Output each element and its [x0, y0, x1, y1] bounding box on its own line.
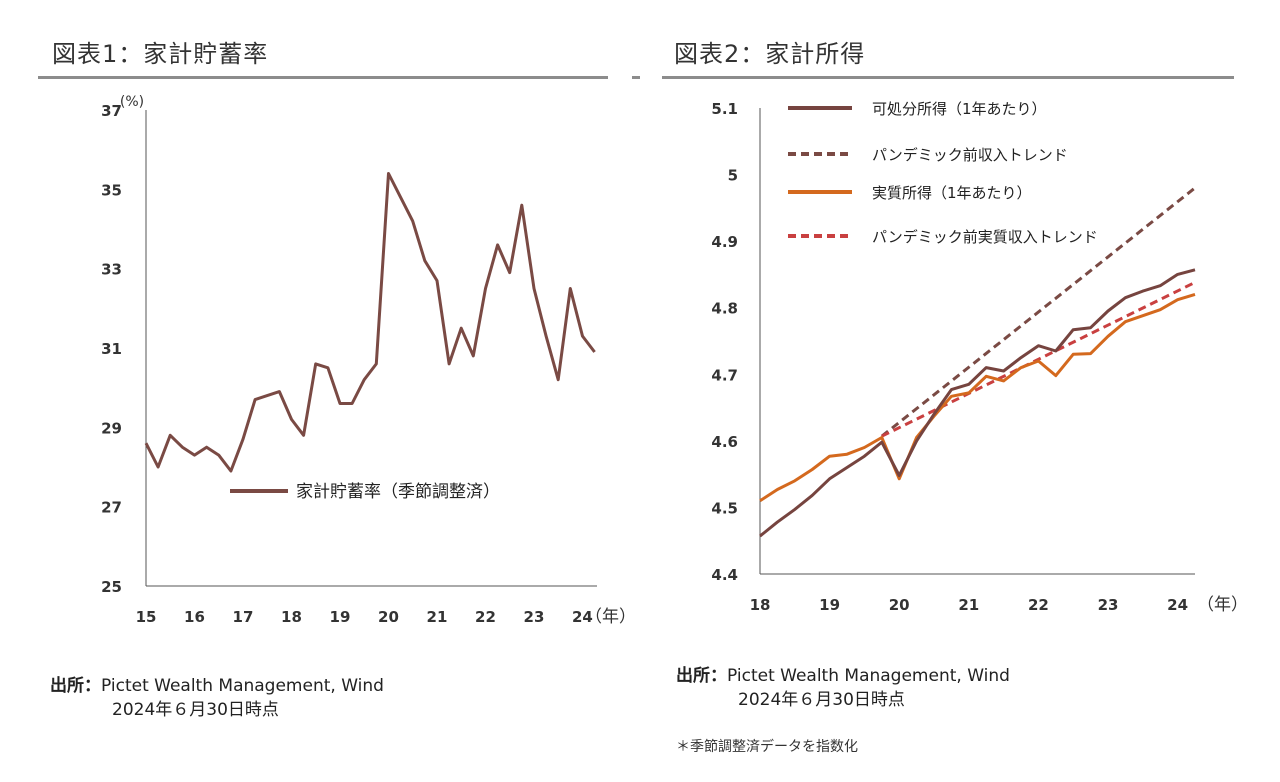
left-x-tick-label: 24 [572, 608, 593, 626]
left-y-tick-label: 35 [101, 181, 122, 199]
left-series [144, 172, 596, 473]
savings-rate-chart: 25 27 29 31 33 35 37(%) 15 16 17 18 19 20 21 22 23 24（年）… [101, 94, 636, 627]
right-source: 出所：Pictet Wealth Management, Wind 2024年６… [676, 664, 1010, 712]
left-title-rule [38, 76, 608, 79]
legend-savings-label: 家計貯蓄率（季節調整済） [296, 482, 500, 502]
right-series [759, 186, 1196, 538]
right-x-tick-label: 18 [750, 596, 771, 614]
legend-real-label: 実質所得（1年あたり） [872, 184, 1032, 202]
right-chart-title: 図表2：家計所得 [674, 40, 866, 68]
right-axes: 4.4 4.5 4.6 4.7 4.8 4.9 5 5.1 18 19 20 21 22 23 24 （年） [711, 100, 1248, 615]
right-y-tick-label: 5 [728, 167, 738, 185]
left-x-tick-label: 17 [233, 608, 254, 626]
left-axes: 25 27 29 31 33 35 37(%) 15 16 17 18 19 20 21 22 23 24（年） [101, 94, 636, 627]
left-y-tick-label: 27 [101, 499, 122, 517]
left-x-tick-label: 21 [427, 608, 448, 626]
right-y-tick-label: 4.8 [711, 300, 738, 318]
left-y-tick-label: 33 [101, 261, 122, 279]
right-y-tick-label: 4.6 [711, 433, 738, 451]
savings-rate-line [144, 172, 596, 473]
right-y-tick-label: 4.4 [711, 566, 738, 584]
left-legend: 家計貯蓄率（季節調整済） [230, 482, 500, 502]
left-x-tick-label: 19 [330, 608, 351, 626]
left-y-tick-label: 31 [101, 340, 122, 358]
left-x-tick-label: 22 [475, 608, 496, 626]
divider-dot [632, 76, 640, 79]
pre-pandemic-income-trend-line [880, 186, 1196, 438]
left-source: 出所：Pictet Wealth Management, Wind 2024年６… [50, 674, 384, 722]
right-title-rule [662, 76, 1234, 79]
right-x-tick-label: 21 [958, 596, 979, 614]
left-y-tick-label: 29 [101, 419, 122, 437]
left-x-tick-label: 15 [136, 608, 157, 626]
right-source-label: 出所： [676, 666, 727, 686]
right-x-tick-label: 19 [819, 596, 840, 614]
right-y-tick-label: 4.5 [711, 499, 738, 517]
left-y-tick-label: 37 [101, 102, 122, 120]
left-x-tick-label: 23 [524, 608, 545, 626]
right-y-tick-label: 5.1 [711, 100, 738, 118]
left-chart-title: 図表1：家計貯蓄率 [52, 40, 269, 68]
left-source-label: 出所： [50, 676, 101, 696]
household-income-chart: 4.44.54.64.74.84.955.118 19 20 21 22 23 24 （年） … [711, 100, 1248, 615]
real-income-line [759, 292, 1196, 503]
disposable-income-line [759, 268, 1196, 538]
left-source-date: 2024年６月30日時点 [112, 700, 279, 720]
right-source-text: Pictet Wealth Management, Wind [727, 666, 1010, 686]
pre-pandemic-real-income-trend-line [881, 281, 1196, 438]
right-x-tick-label: 24 [1167, 596, 1188, 614]
right-x-tick-label: 22 [1028, 596, 1049, 614]
left-x-tick-label: 16 [184, 608, 205, 626]
left-x-tick-label: 18 [281, 608, 302, 626]
legend-income-trend-label: パンデミック前収入トレンド [872, 146, 1068, 164]
left-source-text: Pictet Wealth Management, Wind [101, 676, 384, 696]
right-x-unit: （年） [1197, 595, 1248, 615]
right-y-tick-label: 4.9 [711, 233, 738, 251]
legend-real-trend-label: パンデミック前実質収入トレンド [872, 228, 1098, 246]
left-y-unit: (%) [120, 94, 144, 110]
right-note: ＊季節調整済データを指数化 [676, 739, 858, 755]
right-x-tick-label: 23 [1098, 596, 1119, 614]
legend-disposable-label: 可処分所得（1年あたり） [872, 100, 1047, 118]
left-x-unit: （年） [585, 607, 636, 627]
right-x-tick-label: 20 [889, 596, 910, 614]
left-x-tick-label: 20 [378, 608, 399, 626]
right-source-date: 2024年６月30日時点 [738, 690, 905, 710]
left-y-tick-label: 25 [101, 578, 122, 596]
right-y-tick-label: 4.7 [711, 366, 738, 384]
